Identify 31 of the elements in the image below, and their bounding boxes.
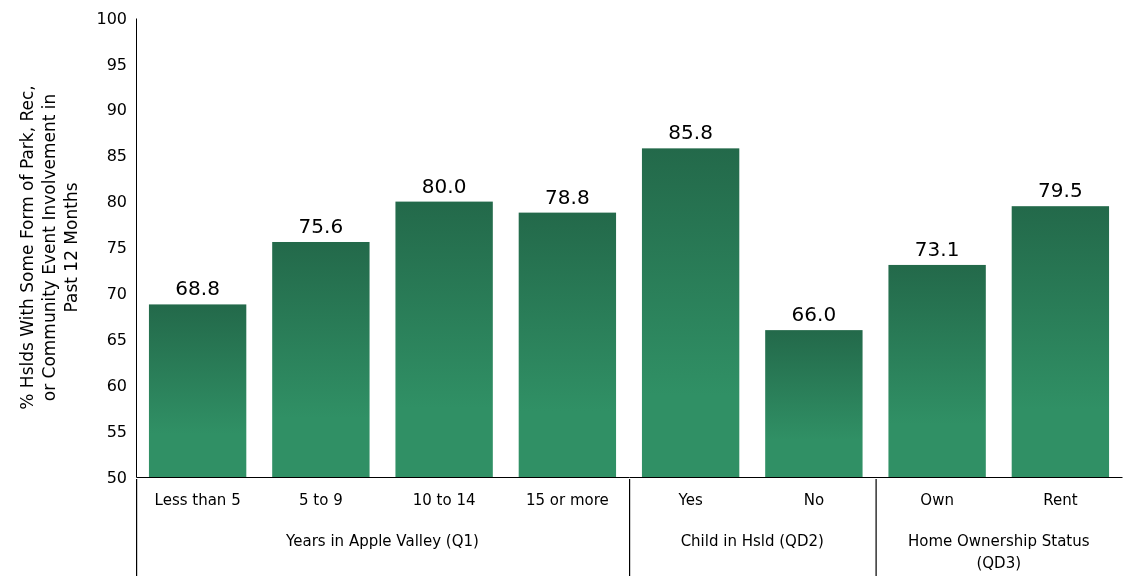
data-label: 66.0 [791,302,837,327]
x-axis-title: Child in Hsld (QD2) [680,532,824,550]
y-tick-label: 65 [106,329,127,349]
y-tick-label: 70 [106,284,127,304]
y-tick-label: 75 [106,238,127,258]
x-tick-label: 10 to 14 [412,490,476,509]
data-label: 78.8 [545,184,590,209]
y-tick-label: 50 [106,467,127,487]
y-tick-label: 60 [106,375,127,395]
y-tick-label: 100 [96,8,127,28]
x-tick-label: 15 or more [525,490,609,509]
y-tick-label: 80 [106,192,127,212]
data-label: 75.6 [298,213,344,238]
y-axis-title: % Hslds With Some Form of Park, Rec, or Community Event Involvement in Past 12 Months [17,85,81,410]
data-label: 85.8 [668,120,713,145]
x-axis-title: Home Ownership Status (QD3) [907,532,1090,572]
data-label: 79.5 [1038,178,1083,203]
y-tick-label: 90 [106,100,127,120]
x-tick-label: Own [920,490,954,509]
y-tick-label: 55 [106,421,127,441]
y-tick-label: 95 [106,54,127,74]
y-tick-label: 85 [106,146,127,166]
x-tick-label: No [803,490,825,509]
x-axis-title: Years in Apple Valley (Q1) [285,532,479,550]
x-tick-label: Yes [677,490,703,509]
x-tick-label: Rent [1043,490,1078,509]
x-tick-label: 5 to 9 [299,490,343,509]
data-label: 80.0 [421,173,467,198]
x-tick-label: Less than 5 [154,490,241,509]
data-label: 73.1 [914,236,960,261]
data-label: 68.8 [175,276,220,301]
